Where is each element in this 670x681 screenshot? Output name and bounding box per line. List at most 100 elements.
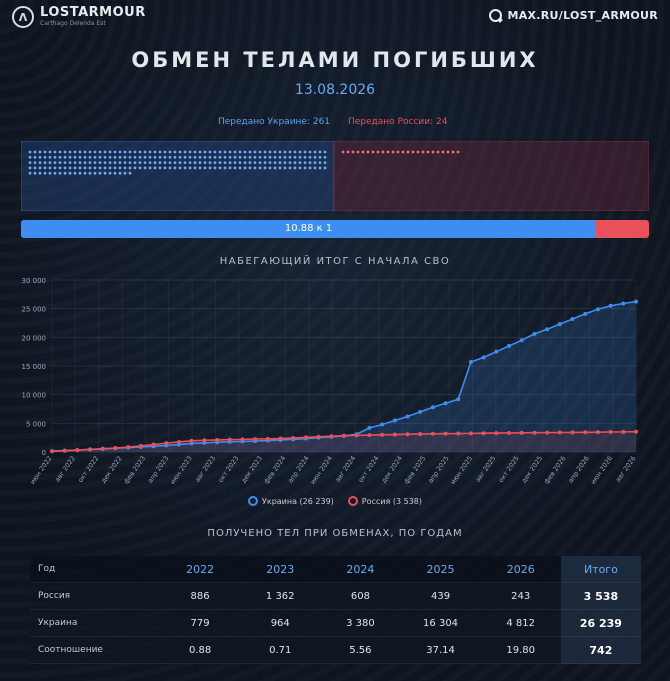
ukraine-dot <box>318 166 322 170</box>
ukraine-dot <box>273 155 277 159</box>
y-tick-label: 20 000 <box>22 334 47 342</box>
ukraine-dot <box>88 166 92 170</box>
ukraine-dot <box>213 161 217 164</box>
ukraine-dot <box>213 166 217 170</box>
ukraine-dot <box>273 166 277 170</box>
table-header-cell: 2026 <box>480 556 561 583</box>
ukraine-dot <box>143 161 147 164</box>
russia-data-point <box>595 430 600 435</box>
y-tick-label: 5 000 <box>26 420 46 428</box>
russia-dot <box>351 150 355 154</box>
x-tick-label: фев 2026 <box>543 455 568 486</box>
ukraine-dot <box>33 161 37 164</box>
russia-data-point <box>189 438 194 443</box>
header: Λ LOSTARMOUR Carthago Delenda Est MAX.RU… <box>0 0 670 36</box>
russia-data-point <box>75 448 80 453</box>
ukraine-dot <box>243 161 247 164</box>
ukraine-data-point <box>583 311 588 316</box>
ukraine-dot <box>173 155 177 159</box>
russia-data-point <box>621 429 626 434</box>
table-row: Украина 779 964 3 380 16 304 4 812 26 23… <box>30 609 641 637</box>
ukraine-data-point <box>519 338 524 343</box>
legend-swatch-russia <box>347 496 358 506</box>
x-tick-label: окт 2025 <box>497 455 521 484</box>
x-tick-label: авг 2022 <box>53 455 77 484</box>
table-cell: 243 <box>480 582 561 610</box>
ukraine-dot <box>223 161 227 164</box>
russia-data-point <box>468 431 473 436</box>
ukraine-dot <box>203 155 207 159</box>
legend-item-ukraine[interactable]: Украина (26 239) <box>247 496 334 506</box>
ukraine-dot <box>133 161 137 164</box>
x-tick-label: фев 2025 <box>402 455 427 486</box>
table-cell: 0.88 <box>160 636 241 664</box>
x-tick-label: июн 2025 <box>449 455 474 486</box>
max-messenger-icon <box>489 9 503 22</box>
ukraine-dot <box>218 150 222 154</box>
ukraine-dot <box>298 155 302 159</box>
russia-data-point <box>138 443 143 448</box>
legend-item-russia[interactable]: Россия (3 538) <box>347 496 422 506</box>
ukraine-dot <box>98 161 102 164</box>
ukraine-dot <box>248 155 252 159</box>
russia-data-point <box>227 437 232 442</box>
ukraine-dot <box>68 150 72 154</box>
cumulative-line-chart: 0 5 000 10 000 15 000 20 000 25 000 30 000 июн … <box>22 277 638 486</box>
ukraine-dot <box>153 161 157 164</box>
y-tick-label: 0 <box>42 449 46 457</box>
ukraine-dot <box>28 166 32 170</box>
ukraine-dot <box>128 161 132 164</box>
russia-dot <box>376 150 380 154</box>
logo[interactable]: Λ LOSTARMOUR Carthago Delenda Est <box>12 6 146 28</box>
ukraine-dot <box>123 161 127 164</box>
ukraine-dot <box>218 166 222 170</box>
table-cell: 779 <box>160 609 241 637</box>
ukraine-dot <box>178 155 182 159</box>
ukraine-dot <box>243 150 247 154</box>
ukraine-dot <box>308 161 312 164</box>
ukraine-dot <box>118 161 122 164</box>
ukraine-dot <box>308 150 312 154</box>
x-tick-label: дек 2024 <box>380 455 404 485</box>
ukraine-dot <box>118 166 122 170</box>
russia-dot <box>366 150 370 154</box>
ukraine-dot <box>43 166 47 170</box>
russia-data-point <box>418 431 423 436</box>
ukraine-dot <box>63 155 67 159</box>
ukraine-dot <box>183 155 187 159</box>
ukraine-dot <box>73 171 77 175</box>
ukraine-dot <box>138 166 142 170</box>
ukraine-dot <box>293 161 297 164</box>
ukraine-dot <box>38 155 42 159</box>
russia-data-point <box>329 434 334 439</box>
ukraine-dot <box>198 150 202 154</box>
x-tick-label: апр 2024 <box>286 455 310 485</box>
table-title: ПОЛУЧЕНО ТЕЛ ПРИ ОБМЕНАХ, ПО ГОДАМ <box>207 528 463 539</box>
ukraine-dot <box>88 161 92 164</box>
x-tick-label: авг 2026 <box>614 455 638 484</box>
x-tick-label: фев 2023 <box>122 455 147 486</box>
russia-dot <box>431 150 435 154</box>
ukraine-dot <box>228 150 232 154</box>
russia-data-point <box>532 430 537 435</box>
ukraine-dot <box>68 166 72 170</box>
ukraine-dot <box>168 161 172 164</box>
ukraine-dot <box>243 155 247 159</box>
russia-data-point <box>392 432 397 437</box>
ukraine-dot <box>123 171 127 175</box>
ukraine-dot <box>38 150 42 154</box>
ukraine-dot <box>178 166 182 170</box>
russia-dot <box>436 150 440 154</box>
russia-dot <box>361 150 365 154</box>
ukraine-data-point <box>608 303 613 308</box>
ukraine-dot <box>118 155 122 159</box>
ukraine-dot <box>193 166 197 170</box>
russia-data-point <box>494 431 499 436</box>
russia-transfer-label: Передано России: 24 <box>348 117 448 127</box>
ukraine-dot <box>158 166 162 170</box>
ukraine-dot <box>103 155 107 159</box>
social-link[interactable]: MAX.RU/LOST_ARMOUR <box>489 9 658 22</box>
table-cell: 26 239 <box>560 609 641 637</box>
logo-tagline: Carthago Delenda Est <box>40 20 106 27</box>
ukraine-dot <box>43 171 47 175</box>
